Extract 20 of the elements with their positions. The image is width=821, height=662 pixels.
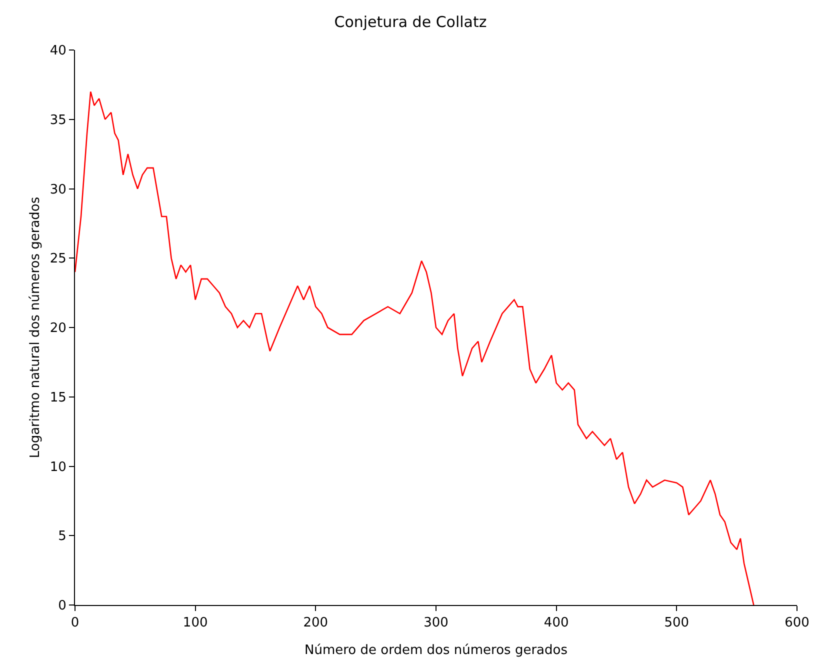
y-tick-label: 0 [58,598,66,614]
x-tick-label: 0 [70,616,80,631]
y-tick-label: 25 [50,252,66,267]
chart-title: Conjetura de Collatz [334,13,487,32]
y-axis-title: Logaritmo natural dos números gerados [28,196,43,458]
x-tick-label: 600 [784,616,810,631]
y-tick-label: 5 [58,529,66,544]
y-tick-label: 15 [50,390,66,406]
y-tick-label: 20 [50,321,66,336]
x-tick-label: 400 [544,616,569,631]
x-tick-label: 100 [182,616,208,631]
y-tick-label: 35 [50,112,66,128]
x-axis-title: Número de ordem dos números gerados [304,643,568,658]
y-tick-label: 30 [50,182,66,198]
y-tick-label: 40 [50,44,66,59]
x-tick-label: 500 [664,616,690,631]
line-series [75,90,754,605]
y-tick-label: 10 [50,460,66,475]
x-tick-label: 300 [424,616,448,631]
x-tick-label: 200 [303,616,328,631]
